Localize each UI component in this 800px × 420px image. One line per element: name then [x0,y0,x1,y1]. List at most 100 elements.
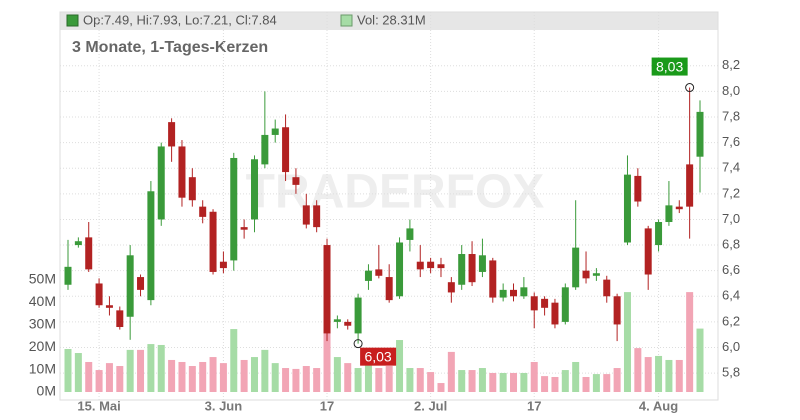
volume-bar [499,372,507,392]
volume-bar [261,349,269,392]
volume-bar [344,363,352,392]
y-tick-label: 6,8 [722,236,740,251]
candle-body [385,277,393,301]
candle-body [292,177,300,185]
candle-body [396,242,404,297]
volume-bar [582,376,590,392]
candle-body [541,298,549,308]
y-tick-label: 7,2 [722,185,740,200]
volume-bar [116,366,124,392]
candle-body [157,146,165,220]
candle-body [344,321,352,326]
candle-body [582,270,590,279]
volume-bar [696,328,704,392]
volume-bar [188,366,196,392]
volume-bar [282,368,290,392]
y-tick-label: 7,4 [722,160,740,175]
volume-bar [572,361,580,392]
candle-body [675,206,683,210]
candle-body [561,287,569,322]
volume-bar [675,359,683,392]
volume-bar [468,370,476,392]
candle-body [530,296,538,311]
candle-body [188,177,196,201]
candle-body [447,282,455,293]
volume-bar [520,372,528,392]
volume-bar [240,359,248,392]
volume-bar [603,374,611,392]
candle-body [105,305,113,308]
volume-bar [396,340,404,392]
volume-bar [665,359,673,392]
volume-bar [385,366,393,392]
candle-body [644,228,652,275]
volume-bar [354,368,362,392]
candle-body [427,261,435,269]
candle-body [592,273,600,276]
volume-bar [613,368,621,392]
volume-bar [137,349,145,392]
candle-body [240,227,248,230]
candle-body [655,222,663,246]
candle-body [499,289,507,298]
volume-bar [364,357,372,392]
candle-body [178,146,186,198]
y-tick-label: 7,8 [722,108,740,123]
volume-bar [168,359,176,392]
y2-tick-label: 30M [29,316,56,332]
volume-bar [634,348,642,392]
volume-bar [126,349,134,392]
candle-body [520,287,528,297]
y-tick-label: 6,2 [722,313,740,328]
candle-body [230,157,238,261]
volume-bar [95,370,103,392]
candle-body [95,283,103,306]
y2-tick-label: 0M [37,383,56,399]
volume-bar [551,376,559,392]
candle-body [354,297,362,334]
annotation-label: 8,03 [656,58,683,74]
volume-bar [250,357,258,392]
volume-bar [489,372,497,392]
annotation-label: 6,03 [364,348,391,364]
volume-bar [478,368,486,392]
candle-body [665,205,673,223]
volume-bar [157,344,165,392]
y-tick-label: 8,0 [722,83,740,98]
volume-bar [64,348,72,392]
volume-bar [510,372,518,392]
annotation-marker [353,339,363,349]
x-tick-label: 2. Jul [414,398,447,413]
y-tick-label: 6,4 [722,288,740,303]
legend-swatch [66,14,79,27]
volume-bar [85,361,93,392]
candle-body [510,289,518,297]
y-tick-label: 7,6 [722,134,740,149]
volume-bar [437,383,445,392]
annotation-box [651,57,688,76]
candle-body [116,310,124,328]
subtitle: 3 Monate, 1-Tages-Kerzen [72,39,268,56]
volume-bar [292,368,300,392]
candle-body [85,237,93,270]
y-tick-label: 8,2 [722,57,740,72]
x-tick-label: 15. Mai [77,398,120,413]
candle-body [478,255,486,272]
volume-bar [219,363,227,392]
candle-body [250,159,258,220]
candle-body [603,279,611,297]
volume-bar [561,370,569,392]
candle-body [468,254,476,283]
volume-bar [623,292,631,392]
volume-bar [302,366,310,392]
candle-body [416,261,424,270]
y2-tick-label: 40M [29,293,56,309]
x-tick-label: 17 [527,398,541,413]
legend-volume: Vol: 28.31M [357,12,426,27]
volume-bar [105,363,113,392]
y2-tick-label: 10M [29,360,56,376]
candle-body [147,191,155,301]
y-tick-label: 7,0 [722,211,740,226]
plot-border [59,11,719,401]
